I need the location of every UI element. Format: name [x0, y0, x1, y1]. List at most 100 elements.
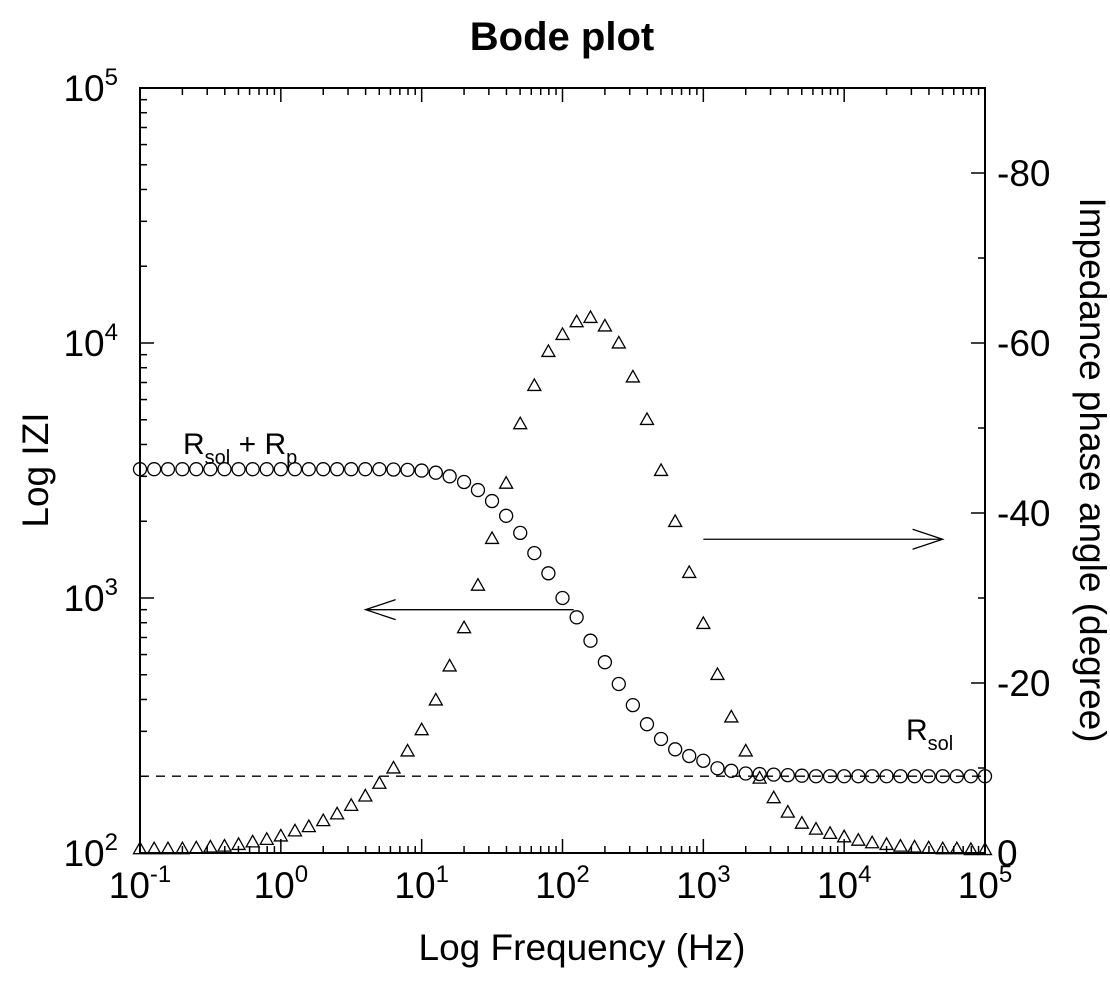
x-tick-label: 102	[535, 861, 590, 906]
impedance-point	[245, 462, 260, 477]
y-axis-left-label: Log IZI	[15, 412, 56, 527]
x-tick-label: 105	[958, 861, 1013, 906]
impedance-point	[203, 462, 218, 477]
phase-point	[202, 839, 218, 853]
phase-point	[709, 666, 726, 681]
impedance-series	[132, 462, 993, 784]
phase-point	[892, 838, 909, 852]
phase-point	[864, 834, 880, 849]
tick-labels: 10-1 100 101 102 103 104 1051021031041050-20-4…	[63, 64, 1050, 906]
phase-point	[681, 564, 697, 579]
impedance-point	[597, 655, 613, 670]
impedance-point	[160, 462, 176, 477]
phase-point	[808, 821, 824, 835]
impedance-point	[639, 717, 655, 732]
phase-point	[132, 840, 148, 855]
impedance-point	[372, 462, 387, 477]
x-tick-base: 10	[817, 865, 858, 906]
x-tick-exp: 3	[717, 861, 730, 888]
x-tick-label: 104	[817, 861, 872, 906]
x-tick-exp: 2	[576, 861, 589, 888]
impedance-point	[555, 590, 570, 606]
impedance-point	[358, 462, 373, 477]
y-left-tick-base: 10	[63, 833, 104, 874]
x-tick-label: 100	[254, 861, 309, 906]
y-right-tick-label: -60	[997, 323, 1050, 364]
phase-point	[625, 369, 641, 383]
impedance-point	[611, 676, 626, 692]
impedance-point	[442, 469, 457, 484]
impedance-point	[963, 769, 979, 784]
phase-point	[822, 825, 838, 840]
phase-point	[540, 343, 557, 358]
impedance-point	[668, 742, 683, 757]
x-tick-exp: 0	[295, 861, 308, 888]
impedance-point	[456, 474, 472, 490]
phase-point	[512, 415, 528, 430]
y-left-tick-base: 10	[63, 578, 104, 619]
phase-point	[766, 789, 782, 804]
phase-point	[470, 577, 486, 591]
phase-point	[850, 832, 866, 846]
impedance-point	[189, 462, 204, 477]
phase-point	[723, 709, 739, 723]
impedance-point	[569, 610, 584, 625]
y-left-tick-base: 10	[63, 323, 104, 364]
phase-point	[245, 834, 261, 848]
plot-frame	[139, 87, 986, 854]
phase-point	[906, 839, 923, 853]
impedance-point	[949, 769, 964, 784]
impedance-point	[893, 769, 908, 784]
annotation-part: sol	[205, 447, 231, 469]
chart-title: Bode plot	[470, 15, 654, 59]
y-left-tick-exp: 3	[105, 574, 118, 601]
impedance-point	[316, 462, 331, 477]
impedance-point	[935, 769, 950, 784]
x-tick-exp: 5	[999, 861, 1012, 888]
phase-point	[273, 828, 289, 842]
phase-point	[357, 788, 373, 802]
impedance-point	[682, 748, 697, 764]
y-left-tick-base: 10	[63, 68, 104, 109]
impedance-point	[217, 462, 232, 477]
impedance-point	[527, 545, 542, 561]
phase-point	[160, 840, 176, 855]
impedance-point	[808, 769, 824, 784]
y-left-tick-label: 102	[63, 829, 118, 874]
impedance-point	[710, 761, 725, 776]
x-tick-label: 103	[676, 861, 731, 906]
phase-point	[836, 828, 852, 843]
phase-point	[653, 462, 669, 477]
impedance-point	[132, 462, 148, 477]
annotation-part: sol	[928, 733, 954, 755]
impedance-point	[864, 769, 880, 784]
phase-point	[569, 313, 585, 328]
y-axis-right-label: Impedance phase angle (degree)	[1072, 197, 1110, 742]
y-left-tick-exp: 5	[105, 64, 118, 91]
y-right-tick-label: -80	[997, 153, 1050, 194]
x-tick-base: 10	[394, 865, 435, 906]
phase-point	[329, 805, 345, 820]
impedance-point	[653, 731, 669, 747]
phase-point	[216, 838, 233, 852]
impedance-point	[766, 767, 781, 782]
phase-point	[597, 318, 613, 332]
phase-point	[639, 411, 655, 426]
impedance-point	[386, 462, 401, 477]
impedance-point	[879, 769, 894, 784]
annotation-part: + R	[230, 428, 286, 461]
phase-point	[259, 831, 275, 845]
impedance-point	[414, 463, 429, 478]
impedance-point	[499, 508, 514, 523]
phase-point	[794, 815, 810, 829]
annotation-part: R	[906, 714, 928, 747]
phase-point	[582, 309, 599, 324]
phase-point	[399, 743, 416, 757]
x-tick-base: 10	[676, 865, 717, 906]
impedance-point	[752, 766, 767, 782]
phase-point	[949, 840, 965, 855]
phase-point	[977, 841, 993, 856]
y-left-tick-label: 105	[63, 64, 118, 109]
